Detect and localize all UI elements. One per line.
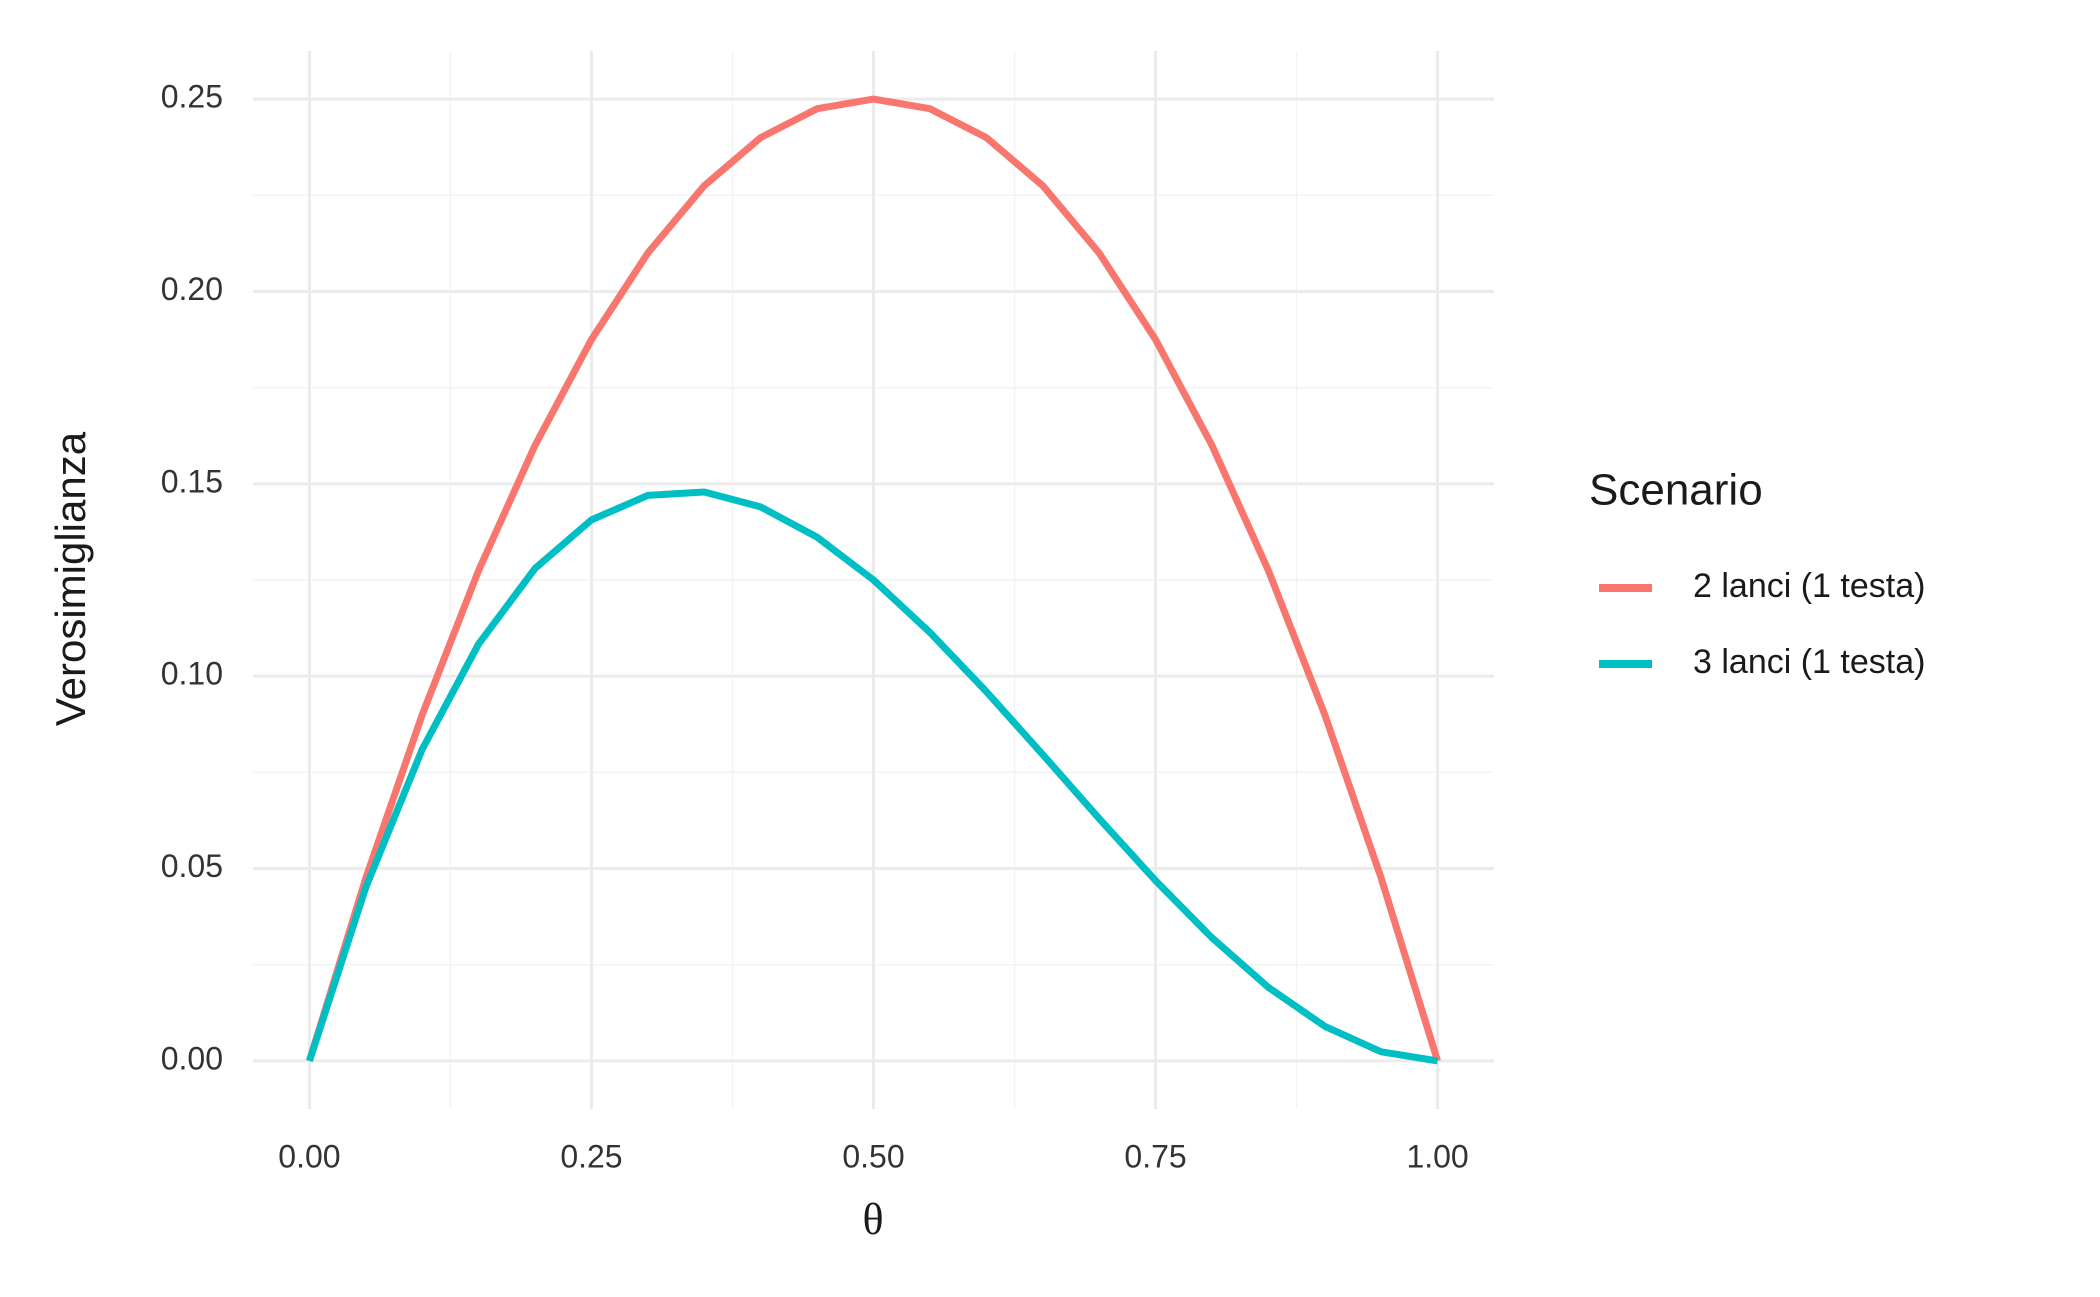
y-tick-label: 0.10 xyxy=(161,656,223,692)
legend-title: Scenario xyxy=(1589,466,1763,515)
y-tick-label: 0.05 xyxy=(161,848,223,884)
x-tick-label: 0.00 xyxy=(278,1138,340,1174)
legend: 2 lanci (1 testa) 3 lanci (1 testa) xyxy=(1599,567,1925,681)
legend-label: 2 lanci (1 testa) xyxy=(1693,567,1925,605)
lines xyxy=(306,95,1441,1065)
legend-label: 3 lanci (1 testa) xyxy=(1693,643,1925,681)
x-tick-label: 0.50 xyxy=(842,1138,904,1174)
x-tick-label: 0.75 xyxy=(1124,1138,1186,1174)
y-axis-title: Verosimiglianza xyxy=(47,431,94,726)
x-tick-label: 0.25 xyxy=(560,1138,622,1174)
series-line xyxy=(306,488,1439,1065)
series-line xyxy=(306,95,1441,1062)
y-tick-label: 0.20 xyxy=(161,271,223,307)
y-tick-label: 0.15 xyxy=(161,463,223,499)
y-tick-label: 0.00 xyxy=(161,1040,223,1076)
x-axis-title: θ xyxy=(862,1195,883,1244)
x-tick-label: 1.00 xyxy=(1406,1138,1468,1174)
y-tick-label: 0.25 xyxy=(161,79,223,115)
